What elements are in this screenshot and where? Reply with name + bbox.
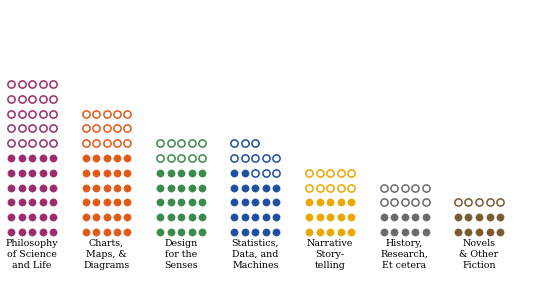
Text: Design
for the
Senses: Design for the Senses bbox=[164, 239, 198, 270]
Text: Narrative
Story-
telling: Narrative Story- telling bbox=[307, 239, 353, 270]
Text: History,
Research,
Et cetera: History, Research, Et cetera bbox=[380, 239, 428, 270]
Text: Charts,
Maps, &
Diagrams: Charts, Maps, & Diagrams bbox=[83, 239, 130, 270]
Text: Philosophy
of Science
and Life: Philosophy of Science and Life bbox=[6, 239, 58, 270]
Text: Novels
& Other
Fiction: Novels & Other Fiction bbox=[459, 239, 499, 270]
Text: Statistics,
Data, and
Machines: Statistics, Data, and Machines bbox=[232, 239, 279, 270]
